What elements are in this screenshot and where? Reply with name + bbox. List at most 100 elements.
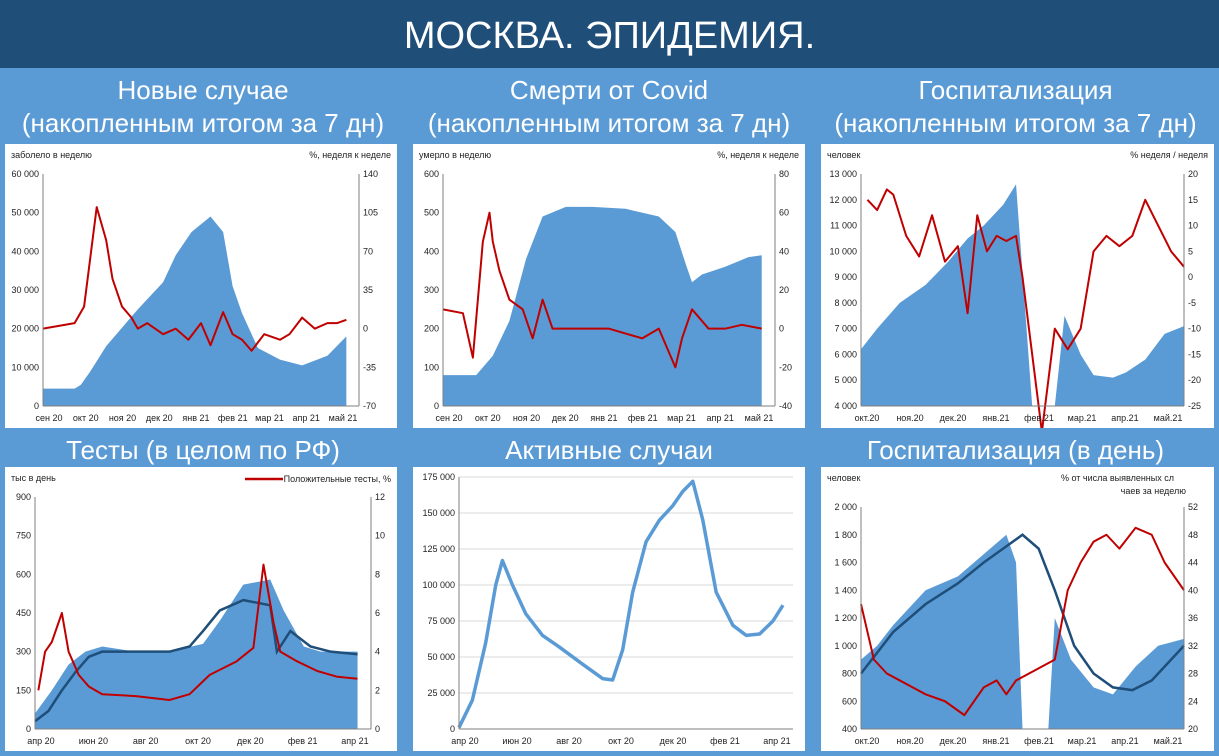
y-tick-label: 0 bbox=[450, 724, 455, 734]
legend-label: Положительные тесты, % bbox=[284, 474, 391, 484]
x-tick-label: дек 20 bbox=[660, 736, 687, 746]
panel-title-line2: (накопленным итогом за 7 дн) bbox=[834, 108, 1197, 138]
y2-tick-label: 5 bbox=[1188, 246, 1193, 256]
x-tick-label: ноя 20 bbox=[109, 413, 136, 423]
y-tick-label: 175 000 bbox=[422, 472, 455, 482]
x-tick-label: авг 20 bbox=[556, 736, 582, 746]
chart-hospitalization: человек % неделя / неделя 4 000 5 000 6 000 7… bbox=[821, 144, 1214, 428]
x-tick-label: дек 20 bbox=[237, 736, 264, 746]
y2-tick-label: 15 bbox=[1188, 195, 1198, 205]
y2-tick-label: 35 bbox=[363, 285, 373, 295]
panel-title-hosp-daily: Госпитализация (в день) bbox=[812, 434, 1219, 467]
panel-title-line2: (накопленным итогом за 7 дн) bbox=[427, 108, 791, 138]
x-tick-label: ноя 20 bbox=[513, 413, 540, 423]
y2-tick-label: -20 bbox=[779, 362, 792, 372]
ylabel: человек bbox=[827, 473, 860, 483]
y-tick-label: 0 bbox=[26, 724, 31, 734]
x-tick-label: фев 21 bbox=[628, 413, 658, 423]
y-tick-label: 25 000 bbox=[427, 688, 455, 698]
y2-tick-label: 70 bbox=[363, 246, 373, 256]
panel-title-line1: Тесты (в целом по РФ) bbox=[66, 435, 340, 465]
line-series bbox=[442, 211, 762, 369]
y2-tick-label: 20 bbox=[779, 285, 789, 295]
y2-tick-label: 36 bbox=[1188, 613, 1198, 623]
line-series bbox=[866, 188, 1185, 428]
y2-tick-label: -25 bbox=[1188, 401, 1201, 411]
y-tick-label: 100 000 bbox=[422, 580, 455, 590]
y2-tick-label: 60 bbox=[779, 208, 789, 218]
x-tick-label: сен 20 bbox=[436, 413, 463, 423]
y-tick-label: 6 000 bbox=[834, 349, 857, 359]
y-tick-label: 10 000 bbox=[829, 246, 857, 256]
panel-title-tests: Тесты (в целом по РФ) bbox=[0, 434, 406, 467]
y-tick-label: 600 bbox=[424, 169, 439, 179]
y-tick-label: 75 000 bbox=[427, 616, 455, 626]
x-tick-label: мар 21 bbox=[667, 413, 696, 423]
y-tick-label: 4 000 bbox=[834, 401, 857, 411]
y-tick-label: 150 000 bbox=[422, 508, 455, 518]
y-tick-label: 1 200 bbox=[834, 613, 857, 623]
y-tick-label: 800 bbox=[842, 669, 857, 679]
y-tick-label: 600 bbox=[842, 696, 857, 706]
x-tick-label: мар.21 bbox=[1068, 413, 1097, 423]
y-tick-label: 11 000 bbox=[830, 221, 857, 231]
x-tick-label: мар 21 bbox=[255, 413, 284, 423]
y-tick-label: 900 bbox=[16, 492, 31, 502]
y-tick-label: 13 000 bbox=[829, 169, 857, 179]
x-tick-label: фев.21 bbox=[1024, 413, 1054, 423]
panel-title-line1: Новые случае bbox=[117, 75, 289, 105]
x-tick-label: июн 20 bbox=[502, 736, 531, 746]
x-tick-label: сен 20 bbox=[36, 413, 63, 423]
ylabel: человек bbox=[827, 150, 860, 160]
y-tick-label: 200 bbox=[424, 324, 439, 334]
panel-title-hospitalization: Госпитализация (накопленным итогом за 7 … bbox=[812, 74, 1219, 140]
y2label: %, неделя к неделе bbox=[309, 150, 391, 160]
y2-tick-label: 140 bbox=[363, 169, 378, 179]
x-tick-label: янв 21 bbox=[182, 413, 209, 423]
y-tick-label: 0 bbox=[34, 401, 39, 411]
area-series bbox=[861, 184, 1184, 406]
x-tick-label: дек.20 bbox=[940, 413, 967, 423]
avg-series-line bbox=[34, 598, 358, 723]
x-tick-label: мар.21 bbox=[1068, 736, 1097, 746]
area-series bbox=[35, 579, 358, 729]
y2-tick-label: 20 bbox=[1188, 724, 1198, 734]
y-tick-label: 1 600 bbox=[834, 558, 857, 568]
x-tick-label: июн 20 bbox=[79, 736, 108, 746]
x-tick-label: фев 21 bbox=[288, 736, 318, 746]
x-tick-label: дек 20 bbox=[146, 413, 173, 423]
x-tick-label: окт 20 bbox=[185, 736, 211, 746]
y-tick-label: 40 000 bbox=[11, 246, 39, 256]
y-tick-label: 100 bbox=[424, 362, 439, 372]
page-title: МОСКВА. ЭПИДЕМИЯ. bbox=[0, 0, 1219, 68]
x-tick-label: фев 21 bbox=[218, 413, 248, 423]
x-tick-label: апр.21 bbox=[1111, 736, 1138, 746]
y-tick-label: 500 bbox=[424, 208, 439, 218]
area-series bbox=[43, 216, 347, 406]
y2-tick-label: -10 bbox=[1188, 324, 1201, 334]
y2-tick-label: 12 bbox=[375, 492, 385, 502]
y2label: % от числа выявленных сл bbox=[1061, 473, 1174, 483]
y2-tick-label: 0 bbox=[1188, 272, 1193, 282]
x-tick-label: апр 21 bbox=[707, 413, 734, 423]
ylabel: тыс в день bbox=[11, 473, 56, 483]
y-tick-label: 1 400 bbox=[834, 585, 857, 595]
y2-tick-label: 24 bbox=[1188, 696, 1198, 706]
chart-hosp-daily: человек % от числа выявленных сл чаев за н… bbox=[821, 467, 1214, 751]
ylabel: заболело в неделю bbox=[11, 150, 92, 160]
y2-tick-label: 20 bbox=[1188, 169, 1198, 179]
y2-tick-label: 52 bbox=[1188, 502, 1198, 512]
y-tick-label: 20 000 bbox=[11, 324, 39, 334]
y2-tick-label: 44 bbox=[1188, 558, 1198, 568]
y-tick-label: 125 000 bbox=[422, 544, 455, 554]
y2-tick-label: -40 bbox=[779, 401, 792, 411]
y2-tick-label: 80 bbox=[779, 169, 789, 179]
y2-tick-label: 6 bbox=[375, 608, 380, 618]
y-tick-label: 750 bbox=[16, 531, 31, 541]
chart-tests: тыс в день Положительные тесты, % 0 150 300 4… bbox=[5, 467, 397, 751]
x-tick-label: ноя.20 bbox=[896, 413, 923, 423]
avg-series-line bbox=[860, 533, 1185, 692]
panel-title-line2: (накопленным итогом за 7 дн) bbox=[21, 108, 385, 138]
y2-tick-label: 48 bbox=[1188, 530, 1198, 540]
x-tick-label: апр 21 bbox=[341, 736, 368, 746]
